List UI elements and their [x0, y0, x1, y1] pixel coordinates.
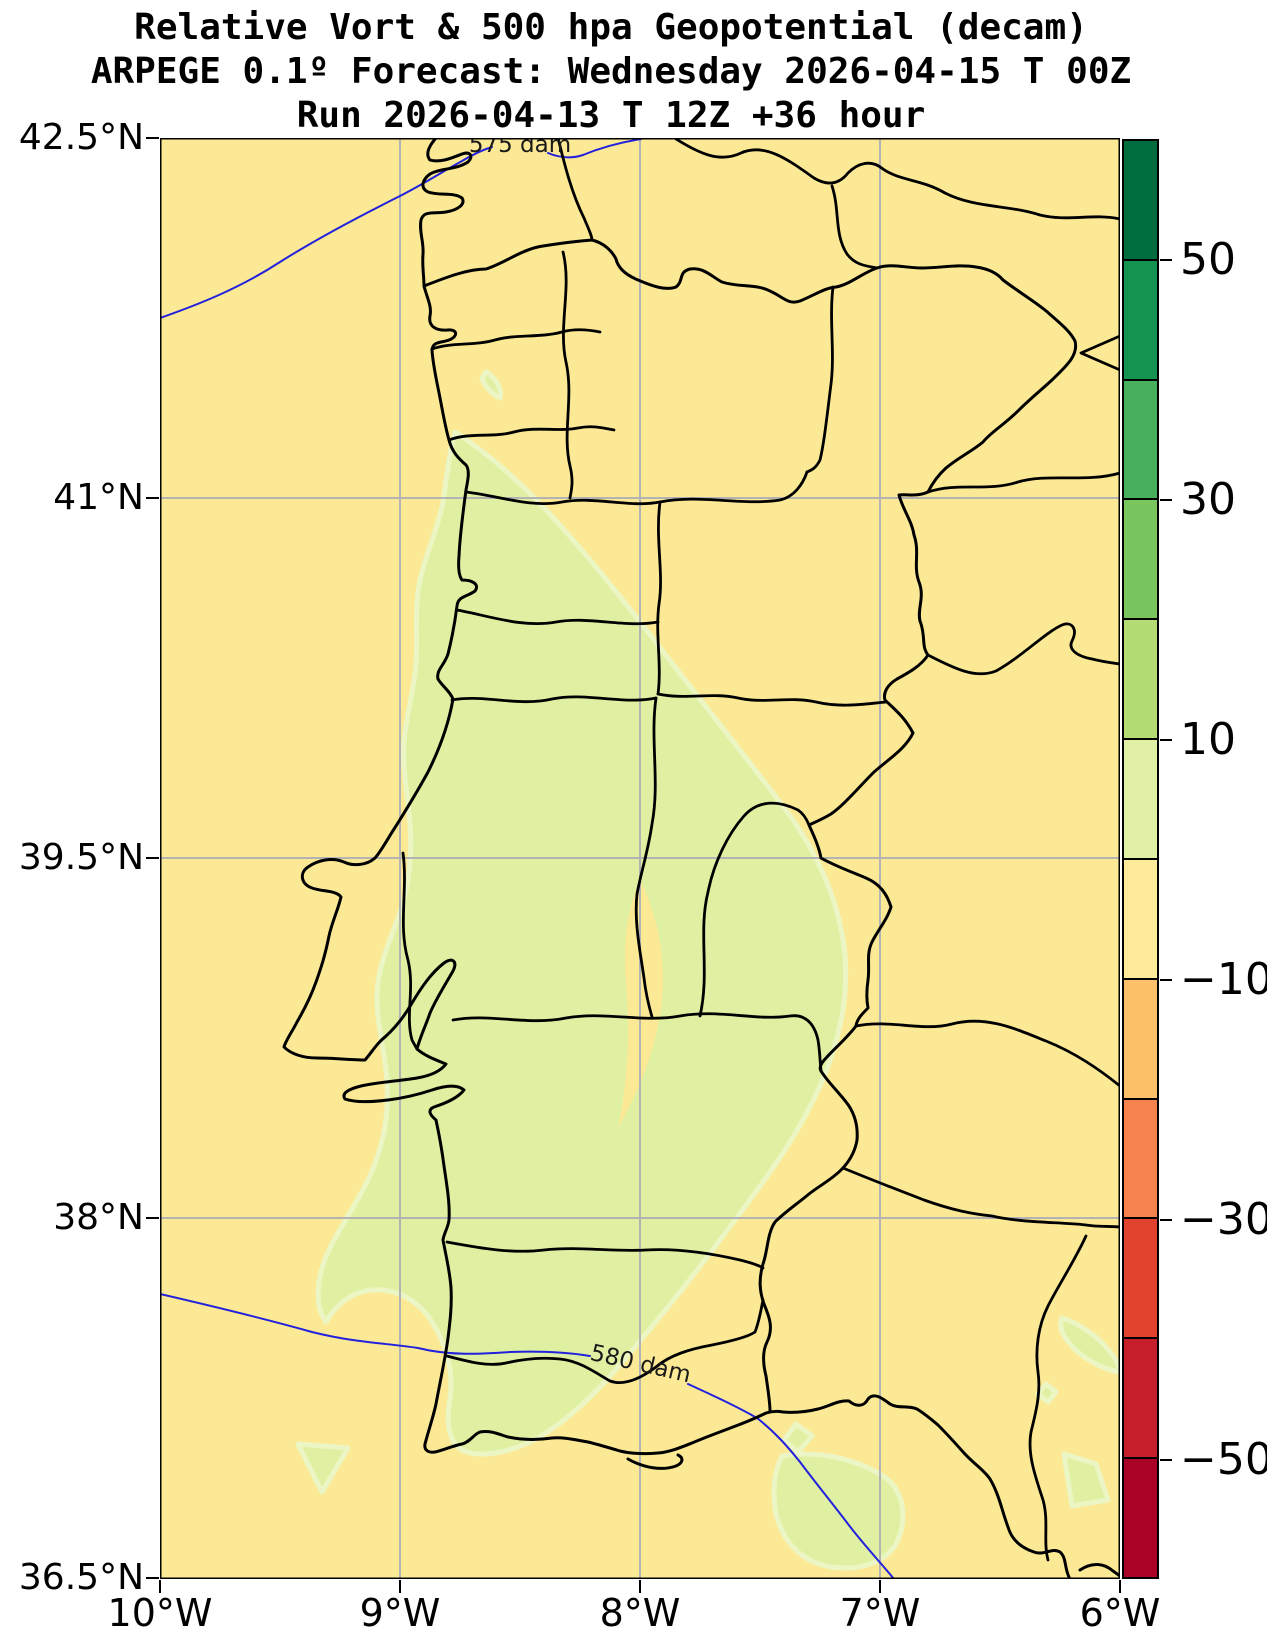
y-tickmark [146, 1577, 159, 1579]
colorbar-segment [1124, 977, 1157, 1098]
x-tick-label: 6°W [1079, 1591, 1161, 1635]
y-tickmark [146, 137, 159, 139]
faro-lagoon-spit [626, 1453, 684, 1470]
coastal-detail-lines [626, 1453, 1120, 1578]
district-border [561, 250, 574, 500]
province-border [926, 622, 1120, 676]
district-border [698, 801, 811, 1018]
province-border [1079, 334, 1120, 372]
x-tick-label: 7°W [839, 1591, 921, 1635]
colorbar-tick-label: 50 [1180, 234, 1236, 285]
colorbar-tick-label: −10 [1180, 954, 1267, 1005]
vorticity-patch-se-4 [1035, 1381, 1059, 1405]
x-tick-label: 10°W [107, 1591, 213, 1635]
district-border [451, 1012, 823, 1073]
colorbar-segment [1124, 1097, 1157, 1218]
vorticity-patch-main [315, 429, 849, 1457]
colorbar-segment [1124, 618, 1157, 739]
colorbar-tickmark [1160, 1459, 1172, 1461]
province-border [1028, 1234, 1088, 1562]
y-tick-label: 41°N [53, 477, 144, 518]
y-tick-label: 36.5°N [18, 1557, 144, 1598]
colorbar-tick-label: −30 [1180, 1194, 1267, 1245]
district-border [805, 285, 835, 474]
vorticity-patch-se-1 [1057, 1315, 1120, 1375]
colorbar-segment [1124, 378, 1157, 499]
y-tick-label: 38°N [53, 1197, 144, 1238]
colorbar-segment [1124, 141, 1157, 259]
colorbar-segment [1124, 1217, 1157, 1338]
colorbar-tickmark [1160, 499, 1172, 501]
x-tickmark [879, 1580, 881, 1593]
province-border [926, 471, 1120, 494]
chart-subtitle-run: Run 2026-04-13 T 12Z +36 hour [296, 95, 926, 136]
geopotential-contours [160, 138, 895, 1579]
colorbar-segment [1124, 258, 1157, 379]
province-border [841, 1166, 1120, 1229]
vorticity-patch-sw-triangle [295, 1441, 351, 1495]
colorbar-segment [1124, 857, 1157, 978]
district-border [445, 1298, 765, 1385]
colorbar-tickmark [1160, 1219, 1172, 1221]
y-tickmark [146, 857, 159, 859]
district-border [401, 851, 419, 1051]
colorbar-segment [1124, 1457, 1157, 1577]
district-border [634, 696, 658, 1019]
x-tick-label: 8°W [599, 1591, 681, 1635]
province-border [556, 138, 594, 242]
colorbar-tick-label: 30 [1180, 474, 1236, 525]
y-tickmark [146, 1217, 159, 1219]
colorbar-segment [1124, 738, 1157, 858]
district-border [656, 692, 888, 707]
colorbar-tickmark [1160, 259, 1172, 261]
x-tickmark [1119, 1580, 1121, 1593]
district-border [656, 500, 662, 696]
y-tickmark [146, 497, 159, 499]
spain-province-borders [556, 138, 1120, 1562]
district-border [430, 328, 602, 351]
geopotential-contour-575-west [160, 146, 493, 319]
x-tickmark [159, 1580, 161, 1593]
colorbar-tick-label: −50 [1180, 1434, 1267, 1485]
x-tick-label: 9°W [359, 1591, 441, 1635]
province-border [674, 138, 1120, 221]
colorbar-tickmark [1160, 739, 1172, 741]
colorbar [1122, 139, 1159, 1579]
x-tickmark [639, 1580, 641, 1593]
province-border [854, 1019, 1120, 1088]
cadiz-corner-spit [1078, 1563, 1120, 1578]
colorbar-tickmark [1160, 979, 1172, 981]
colorbar-tick-label: 10 [1180, 714, 1236, 765]
district-border [447, 425, 616, 442]
province-border [830, 184, 879, 270]
contour-label-575: 575 dam [469, 138, 571, 158]
pt-es-border-path [422, 238, 1078, 1413]
map-plot-area: 575 dam 580 dam [160, 138, 1120, 1579]
district-border [450, 695, 658, 704]
x-tickmark [399, 1580, 401, 1593]
y-tick-label: 39.5°N [18, 837, 144, 878]
gridlines [160, 138, 1120, 1579]
geopotential-contour-580-west [160, 1293, 591, 1357]
colorbar-segment [1124, 498, 1157, 619]
district-border [455, 608, 660, 626]
colorbar-segment [1124, 1337, 1157, 1458]
vorticity-patch-se-3 [1061, 1451, 1111, 1509]
geopotential-contour-575-east [547, 138, 642, 159]
y-tick-label: 42.5°N [18, 117, 144, 158]
chart-subtitle-forecast: ARPEGE 0.1º Forecast: Wednesday 2026-04-… [90, 51, 1132, 92]
chart-title: Relative Vort & 500 hpa Geopotential (de… [134, 7, 1088, 48]
portugal-district-borders [401, 250, 888, 1385]
district-border [445, 1240, 765, 1270]
vorticity-patch-nw-small [479, 369, 503, 401]
geopotential-contour-580-east [687, 1383, 895, 1579]
